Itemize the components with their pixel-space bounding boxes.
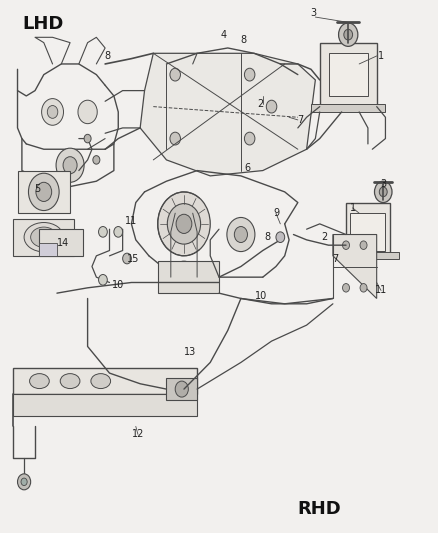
Circle shape	[93, 156, 100, 164]
Text: 15: 15	[127, 254, 140, 263]
Bar	[337, 252, 399, 259]
Ellipse shape	[30, 374, 49, 389]
Circle shape	[339, 23, 358, 46]
Polygon shape	[140, 53, 315, 176]
Circle shape	[374, 181, 392, 203]
Circle shape	[167, 204, 201, 244]
Circle shape	[158, 192, 210, 256]
Text: 8: 8	[240, 35, 246, 45]
Text: LHD: LHD	[22, 15, 63, 33]
Bar	[346, 203, 390, 256]
Circle shape	[99, 274, 107, 285]
Circle shape	[360, 241, 367, 249]
Circle shape	[177, 269, 191, 285]
Bar	[13, 368, 197, 394]
Bar	[328, 53, 368, 96]
Circle shape	[234, 227, 247, 243]
Circle shape	[63, 157, 77, 174]
Text: 11: 11	[125, 216, 138, 226]
Bar	[18, 171, 70, 213]
Circle shape	[42, 99, 64, 125]
Circle shape	[21, 478, 27, 486]
Bar	[158, 261, 219, 293]
Circle shape	[114, 227, 123, 237]
Text: 2: 2	[258, 99, 264, 109]
Circle shape	[343, 241, 350, 249]
Ellipse shape	[91, 374, 110, 389]
Circle shape	[244, 68, 255, 81]
Bar	[311, 104, 385, 112]
Text: 12: 12	[132, 430, 144, 439]
Text: 14: 14	[57, 238, 70, 247]
Circle shape	[28, 173, 59, 211]
Polygon shape	[333, 235, 377, 298]
Circle shape	[170, 132, 180, 145]
Text: 3: 3	[380, 179, 386, 189]
Bar	[166, 378, 197, 400]
Text: 1: 1	[378, 51, 384, 61]
Text: 9: 9	[273, 208, 279, 218]
Circle shape	[360, 284, 367, 292]
Circle shape	[175, 381, 188, 397]
Circle shape	[344, 29, 353, 40]
Bar	[13, 219, 74, 256]
Ellipse shape	[60, 374, 80, 389]
Circle shape	[78, 100, 97, 124]
Text: 3: 3	[310, 9, 316, 18]
Text: 7: 7	[297, 115, 303, 125]
Bar	[13, 394, 197, 416]
Circle shape	[266, 100, 277, 113]
Text: 10: 10	[112, 280, 124, 290]
Text: 6: 6	[244, 163, 251, 173]
Circle shape	[379, 187, 387, 197]
Text: 1: 1	[350, 203, 356, 213]
Text: 8: 8	[104, 51, 110, 61]
Circle shape	[343, 284, 350, 292]
Ellipse shape	[24, 222, 64, 252]
Bar	[39, 229, 83, 256]
Bar	[39, 243, 57, 256]
Text: RHD: RHD	[298, 500, 342, 518]
Text: 4: 4	[220, 30, 226, 39]
Circle shape	[18, 474, 31, 490]
Bar	[350, 213, 385, 251]
Bar	[320, 43, 377, 107]
Circle shape	[171, 261, 197, 293]
Ellipse shape	[31, 227, 57, 247]
Circle shape	[84, 134, 91, 143]
Circle shape	[47, 106, 58, 118]
Text: 5: 5	[34, 184, 40, 194]
Text: 2: 2	[321, 232, 327, 242]
Circle shape	[176, 214, 192, 233]
Text: 11: 11	[375, 286, 387, 295]
Circle shape	[276, 232, 285, 243]
Circle shape	[227, 217, 255, 252]
Circle shape	[170, 68, 180, 81]
Circle shape	[36, 182, 52, 201]
Circle shape	[244, 132, 255, 145]
Text: 13: 13	[184, 347, 197, 357]
Text: 7: 7	[332, 254, 338, 263]
Circle shape	[99, 227, 107, 237]
Circle shape	[123, 253, 131, 264]
Circle shape	[56, 148, 84, 182]
Text: 10: 10	[254, 291, 267, 301]
Text: 8: 8	[264, 232, 270, 242]
